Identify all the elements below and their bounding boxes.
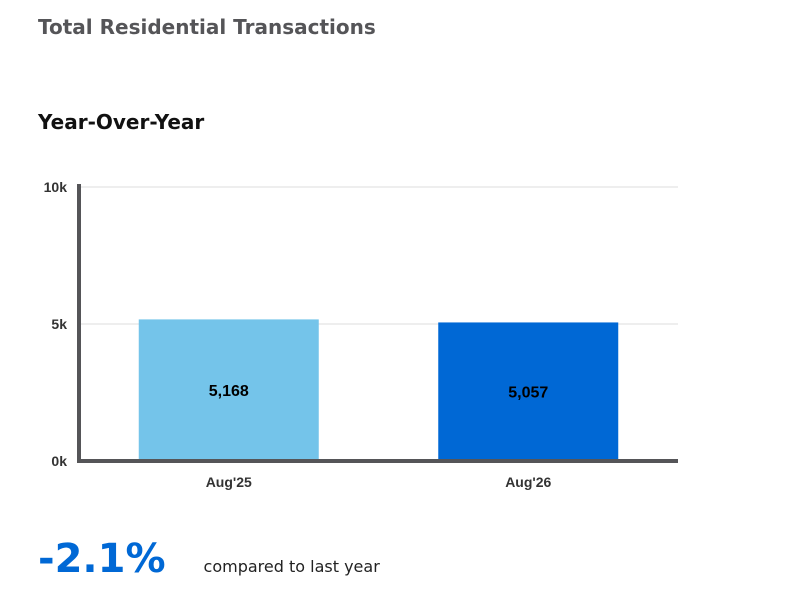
page-title: Total Residential Transactions [38,15,376,39]
bar-chart: 0k 5k 10k 5,168 Aug'25 5,057 Aug'26 [44,179,678,490]
y-tick-label: 10k [44,179,68,195]
change-description: compared to last year [203,557,380,576]
summary: -2.1% compared to last year [38,536,380,582]
labels: 0k 5k 10k 5,168 Aug'25 5,057 Aug'26 [44,179,552,490]
section-title: Year-Over-Year [38,110,205,134]
x-tick-label: Aug'25 [206,474,252,490]
axes [77,184,678,463]
change-percentage: -2.1% [38,536,166,582]
bar-value-label: 5,168 [209,383,249,400]
bar-value-label: 5,057 [508,385,548,402]
bar [138,319,319,461]
grid-lines [79,186,678,325]
y-tick-label: 5k [51,316,67,332]
x-tick-label: Aug'26 [505,474,551,490]
bar [438,322,619,461]
y-tick-label: 0k [51,453,67,469]
bars [138,319,619,461]
